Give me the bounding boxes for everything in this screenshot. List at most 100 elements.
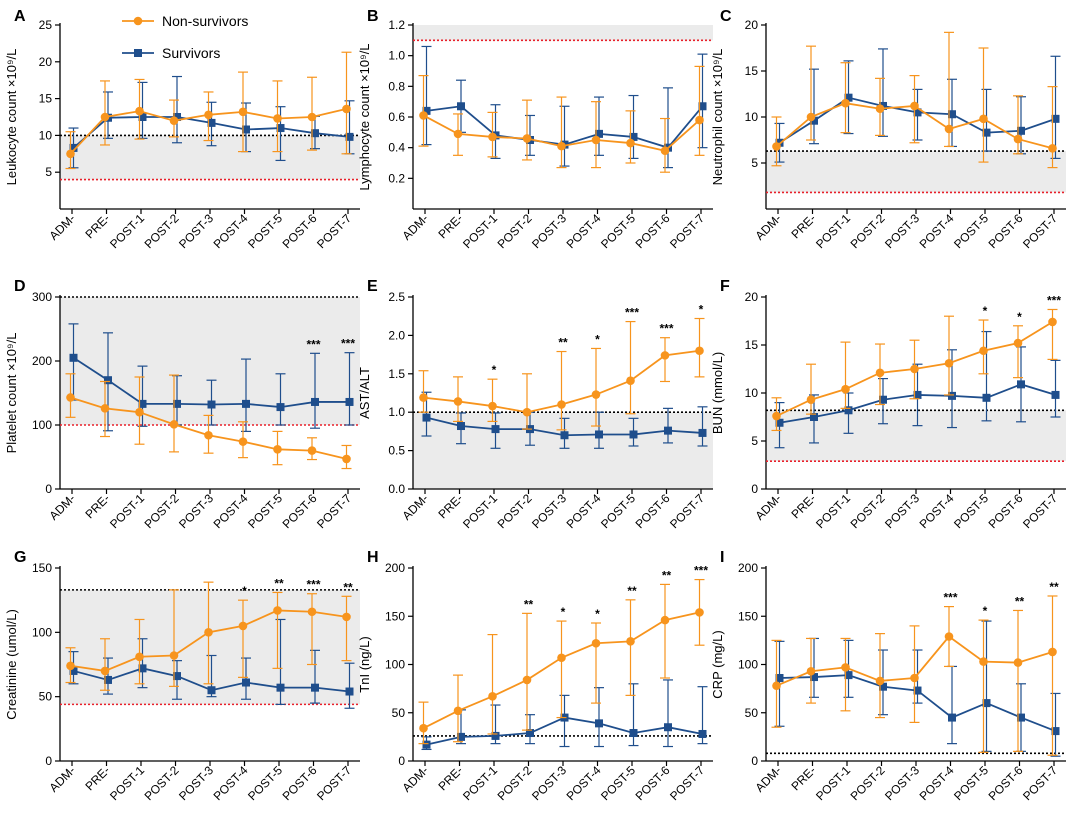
non-survivors-point	[841, 98, 850, 108]
survivors-point	[526, 729, 534, 738]
survivors-point	[810, 673, 818, 682]
non-survivors-point	[273, 114, 282, 123]
y-tick-label: 100	[32, 625, 52, 639]
survivors-point	[138, 113, 147, 121]
x-tick-label: POST-7	[314, 211, 354, 251]
y-axis-label: AST/ALT	[357, 367, 372, 419]
y-tick-label: 200	[32, 354, 52, 368]
y-tick-label: 5	[45, 165, 52, 179]
non-survivors-point	[135, 407, 144, 417]
y-tick-label: 100	[32, 418, 52, 432]
y-tick-label: 0	[45, 482, 52, 496]
non-survivors-point	[626, 376, 635, 386]
non-survivors-point	[910, 364, 919, 374]
y-axis-label: BUN (mmol/L)	[710, 352, 725, 434]
significance-marker: ***	[694, 564, 708, 578]
significance-marker: **	[524, 597, 534, 611]
x-tick-label: POST-2	[848, 211, 888, 251]
x-tick-label: PRE-	[435, 491, 465, 521]
y-tick-label: 150	[385, 609, 405, 623]
survivors-point	[948, 391, 956, 400]
non-survivors-point	[944, 632, 954, 641]
y-tick-label: 1.2	[388, 18, 405, 32]
y-tick-label: 0.4	[388, 141, 405, 155]
non-survivors-point	[453, 129, 463, 139]
non-survivors-point	[307, 446, 317, 455]
survivors-point	[457, 732, 465, 741]
survivors-point	[629, 430, 638, 439]
non-survivors-point	[1013, 338, 1023, 348]
non-survivors-point	[273, 445, 282, 454]
significance-marker: *	[561, 605, 566, 619]
y-tick-label: 5	[751, 156, 758, 170]
non-survivors-point	[772, 681, 781, 691]
x-tick-label: POST-3	[176, 211, 216, 251]
survivors-point	[242, 125, 250, 134]
y-tick-label: 0	[751, 482, 758, 496]
survivors-point	[242, 678, 250, 687]
x-tick-label: PRE-	[82, 491, 112, 521]
survivors-point	[242, 399, 250, 408]
significance-marker: ***	[306, 578, 320, 592]
non-survivors-point	[100, 404, 110, 413]
x-tick-label: PRE-	[82, 211, 112, 241]
non-survivors-point	[626, 637, 635, 646]
non-survivors-point	[522, 675, 532, 685]
normal-range-band	[766, 151, 1066, 193]
survivors-point	[491, 731, 500, 740]
y-tick-label: 200	[385, 561, 405, 575]
x-tick-label: POST-2	[848, 763, 888, 803]
survivors-point	[629, 729, 638, 738]
x-tick-label: POST-6	[986, 211, 1026, 251]
y-tick-label: 10	[745, 110, 759, 124]
significance-marker: *	[595, 607, 600, 621]
y-tick-label: 0	[45, 754, 52, 768]
significance-marker: *	[1017, 310, 1022, 324]
y-tick-label: 5	[751, 434, 758, 448]
x-tick-label: POST-5	[245, 211, 285, 251]
survivors-point	[1017, 126, 1025, 135]
non-survivors-point	[204, 430, 213, 440]
x-tick-label: POST-1	[813, 491, 853, 531]
x-tick-label: POST-5	[245, 491, 285, 531]
non-survivors-point	[1048, 647, 1057, 657]
non-survivors-point	[488, 401, 497, 411]
y-tick-label: 2.0	[388, 328, 405, 342]
survivors-point	[982, 128, 991, 137]
x-tick-label: POST-6	[280, 211, 320, 251]
panel-letter: E	[367, 278, 378, 295]
significance-marker: *	[242, 584, 247, 598]
x-tick-label: POST-1	[107, 491, 147, 531]
significance-marker: **	[274, 576, 284, 590]
panel-letter: A	[14, 8, 26, 25]
non-survivors-point	[204, 628, 213, 637]
survivors-point	[69, 666, 78, 675]
survivors-point	[1051, 727, 1060, 736]
non-survivors-point	[169, 651, 179, 660]
y-tick-label: 15	[745, 338, 759, 352]
non-survivors-point	[841, 384, 850, 394]
non-survivors-point	[522, 134, 532, 143]
x-tick-label: POST-4	[917, 211, 957, 251]
y-tick-label: 50	[745, 706, 759, 720]
non-survivors-point	[557, 141, 566, 151]
survivors-point	[276, 683, 285, 692]
y-tick-label: 0.8	[388, 79, 405, 93]
y-tick-label: 0.0	[388, 482, 405, 496]
non-survivors-point	[169, 420, 179, 429]
survivors-point	[595, 719, 603, 728]
non-survivors-point	[342, 104, 351, 114]
non-survivors-point	[1013, 134, 1023, 144]
non-survivors-point	[591, 135, 601, 145]
x-tick-label: POST-4	[917, 763, 957, 803]
survivors-point	[311, 397, 319, 406]
x-tick-label: POST-7	[1020, 763, 1060, 803]
normal-range-band	[413, 25, 713, 41]
x-tick-label: POST-1	[460, 763, 500, 803]
x-tick-label: POST-2	[495, 763, 535, 803]
non-survivors-point	[979, 114, 988, 124]
significance-marker: *	[983, 304, 988, 318]
